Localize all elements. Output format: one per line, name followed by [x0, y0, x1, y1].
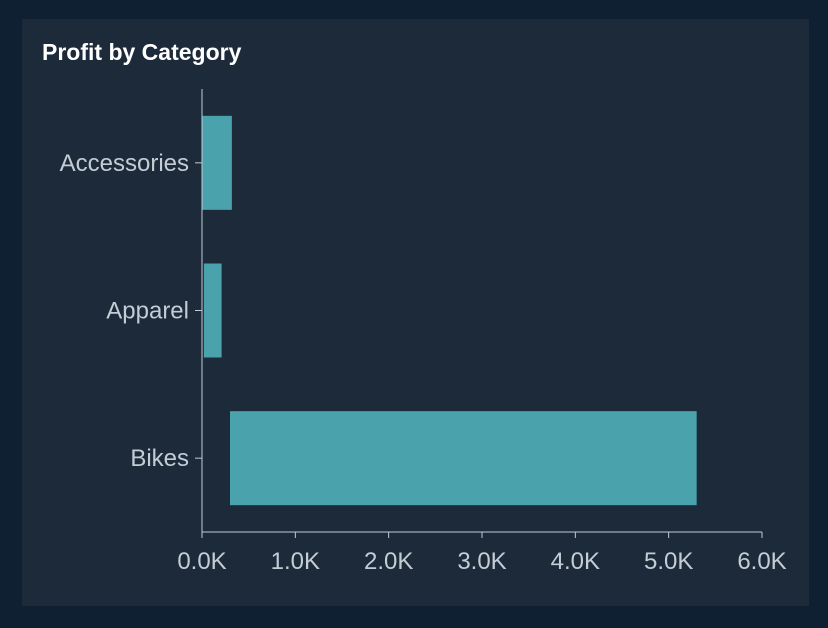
x-axis: 0.0K 1.0K 2.0K 3.0K 4.0K 5.0K 6.0K [177, 531, 787, 575]
x-tick-label: 2.0K [364, 548, 413, 575]
x-tick-label: 5.0K [644, 548, 693, 575]
y-axis: Accessories Apparel Bikes [60, 89, 203, 532]
bar-apparel[interactable] [203, 263, 222, 358]
chart-panel [22, 19, 809, 606]
bar-group [202, 115, 697, 506]
bar-bikes[interactable] [230, 411, 697, 506]
chart-container: Profit by Category [22, 19, 809, 606]
bar-accessories[interactable] [202, 115, 232, 210]
x-tick-label: 3.0K [457, 548, 506, 575]
x-tick-label: 6.0K [737, 548, 786, 575]
x-tick-label: 1.0K [271, 548, 320, 575]
y-tick-label: Accessories [60, 150, 189, 177]
chart-title: Profit by Category [42, 39, 242, 65]
y-tick-label: Bikes [130, 445, 189, 472]
x-tick-label: 4.0K [551, 548, 600, 575]
y-tick-label: Apparel [106, 298, 189, 325]
x-tick-label: 0.0K [177, 548, 226, 575]
